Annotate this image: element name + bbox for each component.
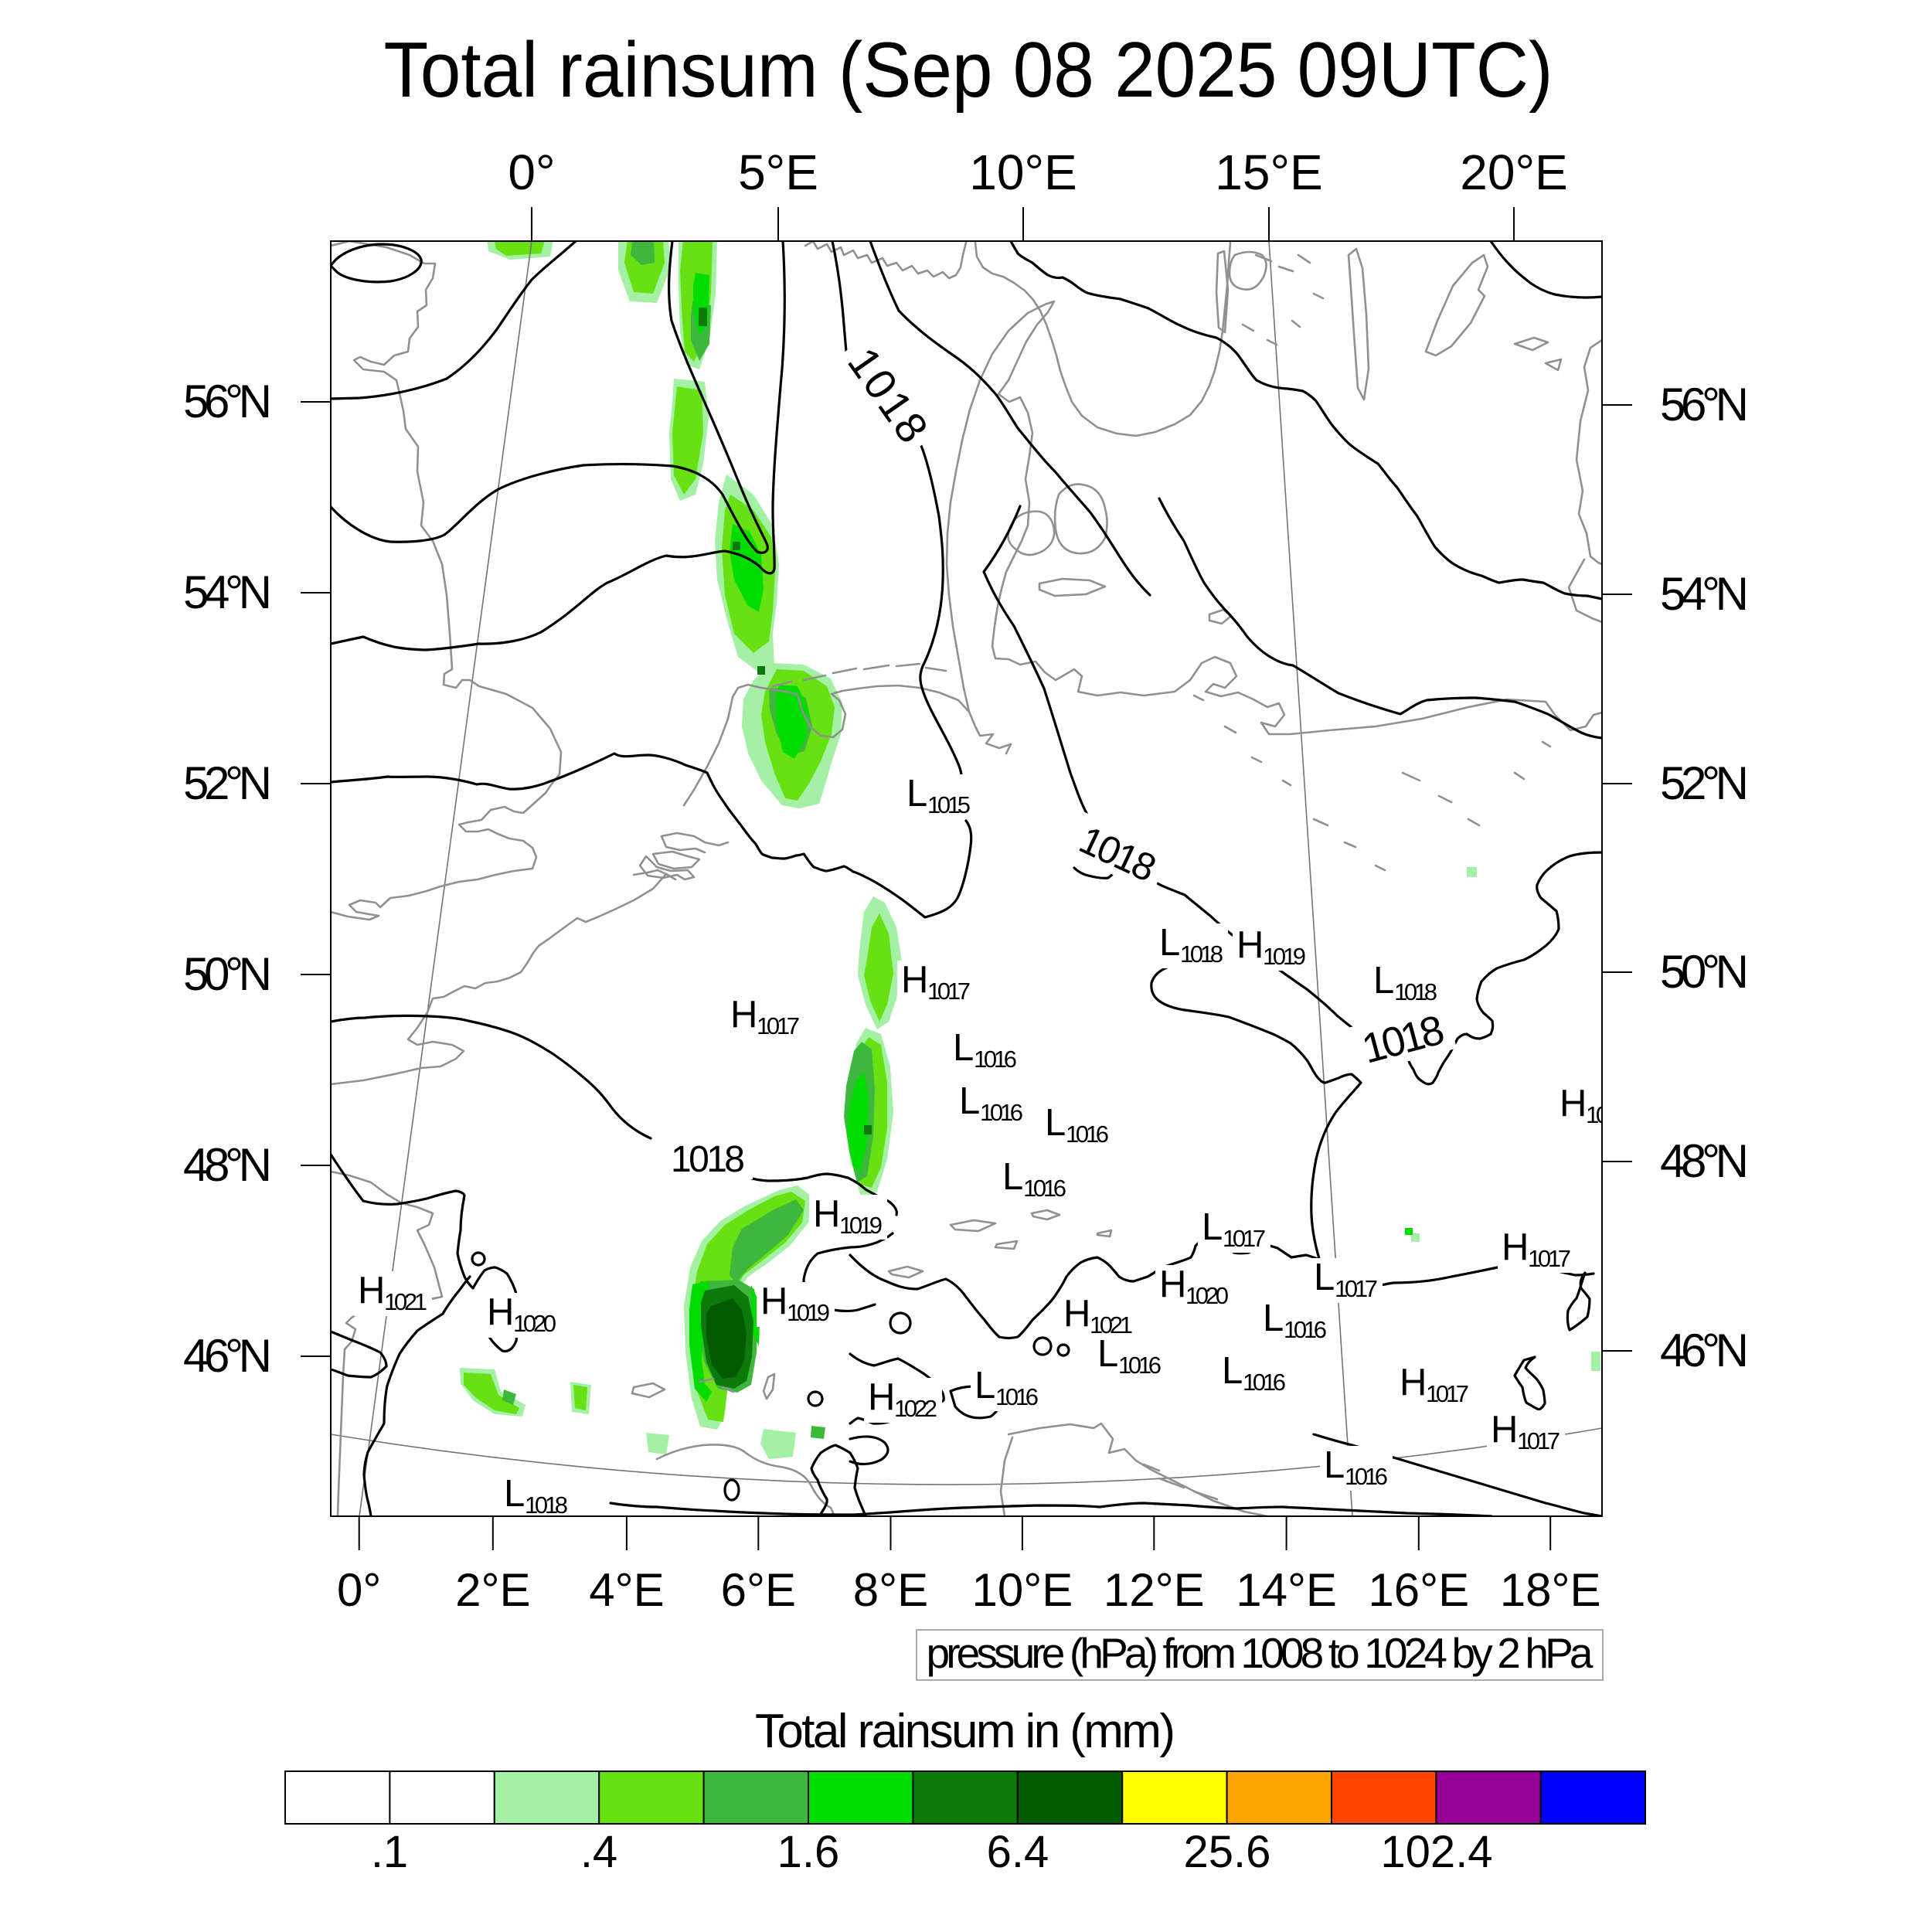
svg-text:1017: 1017	[757, 1012, 800, 1039]
svg-text:2°E: 2°E	[455, 1564, 530, 1616]
svg-text:1019: 1019	[839, 1212, 883, 1239]
svg-text:L: L	[1045, 1102, 1066, 1144]
svg-text:1018: 1018	[1180, 940, 1223, 968]
svg-text:H: H	[358, 1270, 385, 1311]
svg-text:H: H	[813, 1193, 840, 1235]
svg-text:1017: 1017	[1586, 1101, 1629, 1128]
svg-text:L: L	[959, 1080, 980, 1122]
svg-text:6°E: 6°E	[721, 1564, 796, 1616]
svg-text:50°N: 50°N	[183, 948, 272, 1000]
svg-text:1016: 1016	[980, 1099, 1023, 1126]
svg-text:L: L	[1222, 1350, 1243, 1392]
svg-text:18°E: 18°E	[1500, 1564, 1601, 1616]
svg-text:56°N: 56°N	[1660, 379, 1749, 430]
svg-text:0°: 0°	[508, 145, 555, 200]
svg-text:52°N: 52°N	[183, 757, 272, 809]
svg-text:48°N: 48°N	[1660, 1135, 1749, 1187]
svg-text:102.4: 102.4	[1380, 1827, 1492, 1877]
svg-text:H: H	[1159, 1264, 1186, 1305]
svg-text:20°E: 20°E	[1460, 145, 1567, 200]
svg-text:1016: 1016	[974, 1046, 1017, 1073]
svg-text:12°E: 12°E	[1104, 1564, 1205, 1616]
svg-text:8°E: 8°E	[853, 1564, 928, 1616]
svg-text:0°: 0°	[337, 1564, 381, 1616]
svg-text:1019: 1019	[1263, 943, 1306, 970]
svg-text:1017: 1017	[927, 978, 971, 1005]
svg-text:5°E: 5°E	[738, 145, 818, 200]
svg-text:1017: 1017	[1335, 1275, 1378, 1302]
svg-text:H: H	[1236, 924, 1264, 966]
svg-text:1021: 1021	[1090, 1311, 1133, 1338]
svg-text:1015: 1015	[927, 791, 971, 818]
svg-text:10°E: 10°E	[969, 145, 1077, 200]
svg-text:Total rainsum in (mm): Total rainsum in (mm)	[755, 1705, 1175, 1758]
svg-text:1020: 1020	[513, 1310, 556, 1337]
svg-text:1017: 1017	[1223, 1225, 1266, 1252]
svg-text:52°N: 52°N	[1660, 757, 1749, 809]
svg-text:H: H	[760, 1281, 787, 1322]
svg-text:H: H	[1400, 1362, 1427, 1403]
svg-text:H: H	[1491, 1409, 1518, 1451]
svg-text:H: H	[868, 1376, 895, 1418]
svg-text:1016: 1016	[995, 1383, 1039, 1410]
svg-text:1016: 1016	[1345, 1463, 1388, 1490]
svg-text:L: L	[953, 1027, 974, 1069]
svg-text:L: L	[1373, 960, 1394, 1002]
svg-text:L: L	[1002, 1156, 1023, 1198]
svg-text:10°E: 10°E	[972, 1564, 1073, 1616]
svg-text:H: H	[1560, 1083, 1587, 1124]
svg-text:L: L	[1314, 1257, 1335, 1298]
svg-text:16°E: 16°E	[1368, 1564, 1469, 1616]
svg-text:54°N: 54°N	[1660, 568, 1749, 620]
svg-text:1016: 1016	[1243, 1369, 1286, 1396]
svg-text:1016: 1016	[1284, 1316, 1327, 1343]
svg-text:H: H	[730, 994, 757, 1036]
svg-text:1018: 1018	[671, 1139, 745, 1180]
svg-text:46°N: 46°N	[183, 1330, 272, 1382]
svg-text:48°N: 48°N	[183, 1139, 272, 1191]
svg-text:1022: 1022	[894, 1395, 937, 1422]
svg-text:54°N: 54°N	[183, 566, 272, 618]
svg-text:15°E: 15°E	[1215, 145, 1322, 200]
svg-text:1021: 1021	[384, 1288, 427, 1315]
svg-text:H: H	[1063, 1293, 1090, 1335]
svg-text:L: L	[1263, 1298, 1284, 1339]
svg-text:6.4: 6.4	[987, 1827, 1049, 1877]
svg-text:1016: 1016	[1023, 1175, 1066, 1202]
svg-text:L: L	[1324, 1444, 1345, 1486]
svg-text:1017: 1017	[1426, 1380, 1469, 1407]
svg-text:1016: 1016	[1066, 1121, 1109, 1148]
svg-text:H: H	[901, 959, 928, 1001]
svg-text:Total rainsum (Sep 08 2025 09U: Total rainsum (Sep 08 2025 09UTC)	[384, 27, 1553, 114]
svg-text:L: L	[975, 1365, 995, 1406]
svg-text:1017: 1017	[1517, 1427, 1560, 1454]
svg-text:L: L	[504, 1473, 525, 1515]
svg-text:1017: 1017	[1528, 1245, 1571, 1272]
svg-text:1019: 1019	[787, 1299, 830, 1326]
svg-text:pressure (hPa) from 1008 to 10: pressure (hPa) from 1008 to 1024 by 2 hP…	[927, 1629, 1594, 1677]
svg-text:1.6: 1.6	[777, 1827, 840, 1877]
svg-text:.4: .4	[580, 1827, 617, 1877]
svg-text:50°N: 50°N	[1660, 946, 1749, 998]
svg-text:4°E: 4°E	[589, 1564, 664, 1616]
svg-text:46°N: 46°N	[1660, 1325, 1749, 1376]
svg-text:L: L	[1202, 1206, 1223, 1248]
svg-text:L: L	[906, 773, 927, 815]
svg-text:1016: 1016	[1118, 1352, 1162, 1379]
svg-text:H: H	[1502, 1226, 1529, 1268]
svg-text:L: L	[1159, 922, 1180, 964]
svg-text:14°E: 14°E	[1236, 1564, 1337, 1616]
svg-text:.1: .1	[371, 1827, 408, 1877]
svg-text:1018: 1018	[1394, 978, 1437, 1005]
svg-text:56°N: 56°N	[183, 376, 272, 427]
svg-text:L: L	[1097, 1333, 1118, 1375]
svg-text:1018: 1018	[525, 1492, 568, 1519]
svg-text:1020: 1020	[1185, 1282, 1229, 1309]
svg-text:25.6: 25.6	[1184, 1827, 1271, 1877]
svg-text:H: H	[487, 1291, 514, 1333]
